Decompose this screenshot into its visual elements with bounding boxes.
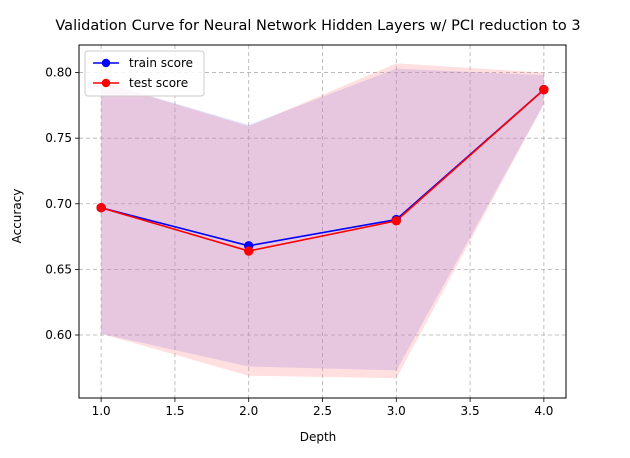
confidence-bands (101, 63, 544, 379)
x-tick-label: 1.5 (165, 404, 184, 418)
test-score-point (96, 203, 106, 213)
y-tick-label: 0.75 (45, 131, 72, 145)
legend: train score test score (84, 50, 205, 97)
x-tick-label: 1.0 (92, 404, 111, 418)
x-tick-label: 2.5 (313, 404, 332, 418)
y-tick-label: 0.60 (45, 328, 72, 342)
x-tick-label: 4.0 (534, 404, 553, 418)
train-score-legend-label: train score (129, 56, 193, 70)
test-score-legend-label: test score (129, 76, 188, 90)
test-score-point (539, 84, 549, 95)
x-axis-ticks: 1.0 1.5 2.0 2.5 3.0 3.5 4.0 (92, 398, 553, 418)
test-score-point (391, 216, 401, 226)
y-axis-ticks: 0.60 0.65 0.70 0.75 0.80 (45, 66, 79, 342)
x-tick-label: 2.0 (239, 404, 258, 418)
test-score-legend-marker (101, 78, 111, 88)
test-score-point (244, 246, 254, 256)
test-score-line (100, 89, 545, 252)
chart-title: Validation Curve for Neural Network Hidd… (55, 18, 580, 34)
test-score-band (101, 63, 544, 379)
series-points (96, 84, 549, 256)
train-score-band (101, 68, 544, 371)
y-tick-label: 0.65 (45, 262, 72, 276)
x-tick-label: 3.0 (387, 404, 406, 418)
y-tick-label: 0.70 (45, 197, 72, 211)
x-axis-label: Depth (300, 430, 337, 444)
y-axis-label: Accuracy (10, 189, 24, 244)
train-score-legend-marker (101, 58, 111, 68)
y-tick-label: 0.80 (45, 66, 72, 80)
series-lines (100, 89, 545, 252)
x-tick-label: 3.5 (461, 404, 480, 418)
